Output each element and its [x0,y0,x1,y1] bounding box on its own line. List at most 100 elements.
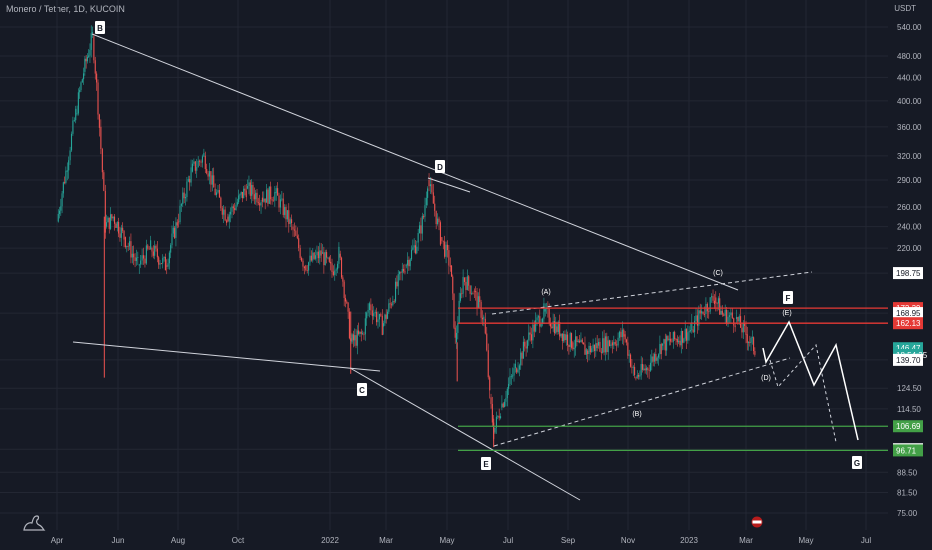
projected-path-dashed [769,343,837,443]
candle-body [553,321,555,334]
candle-body [734,325,736,328]
candle-body [377,319,379,323]
candle-body [540,324,542,327]
candle-body [376,311,378,323]
candle-body [505,398,507,402]
x-tick-label: Apr [51,536,64,545]
candle-body [676,339,678,343]
candle-body [171,233,173,246]
candle-body [106,222,108,227]
candle-body [695,315,697,321]
tradingview-logo-icon [23,515,46,531]
candle-body [240,191,242,195]
candle-body [458,300,460,324]
candle-body [183,192,185,199]
candle-body [85,58,87,62]
candle-body [319,250,321,259]
candle-body [94,60,96,74]
candle-body [653,353,656,362]
candle-body [385,314,387,319]
candle-body [600,351,602,353]
candle-body [368,303,371,311]
candle-body [378,314,380,320]
candle-body [502,403,504,407]
candle-body [425,197,427,206]
candle-body [512,375,514,377]
candle-body [672,331,674,342]
candle-body [134,257,136,261]
y-tick-label: 124.50 [897,384,922,393]
candle-body [720,310,722,315]
candle-body [640,364,642,376]
candle-body [575,336,577,348]
candle-body [152,251,154,256]
candle-body [413,245,415,248]
candle-body [604,336,606,353]
candle-body [498,415,500,419]
candle-body [691,322,693,331]
candle-body [120,227,122,238]
candle-body [392,301,394,306]
candle-body [645,367,647,371]
candle-body [724,309,726,316]
candle-body [277,188,279,196]
candle-body [211,175,213,185]
candle-body [126,245,128,248]
candle-body [232,206,234,209]
candle-body [551,326,553,329]
candle-body [81,79,83,83]
candle-body [439,222,441,245]
candle-body [370,304,372,311]
candle-body [477,296,479,308]
candle-body [466,276,468,290]
event-flag-icon[interactable] [748,516,766,528]
candle-body [220,197,222,209]
candle-body [61,193,63,207]
candle-body [128,241,131,247]
candle-body [296,235,298,239]
candle-body [572,342,574,350]
candle-body [530,334,533,341]
candle-body [224,209,226,221]
y-tick-label: 75.00 [897,509,918,518]
candle-body [310,255,312,261]
candle-body [631,366,633,368]
candle-body [397,274,399,287]
candle-body [62,182,64,194]
wave-label-c: C [359,386,365,395]
candle-body [463,277,466,282]
candle-body [539,316,541,327]
candle-body [469,285,471,294]
candle-body [504,401,506,407]
lower-channel-line [493,357,791,447]
candle-body [636,375,638,378]
candle-body [298,238,300,248]
candle-body [247,186,249,189]
candle-body [204,155,206,170]
candle-body [364,318,366,335]
candle-body [583,342,585,345]
x-tick-label: May [439,536,454,545]
candle-body [535,320,537,332]
candle-body [159,263,161,265]
candle-body [552,321,554,329]
candle-body [726,309,728,325]
candle-body [727,316,729,325]
candle-body [359,331,361,334]
candle-body [699,310,701,314]
candle-body [536,317,538,321]
candle-body [151,248,153,252]
candle-body [491,403,493,423]
candle-body [533,324,535,332]
candle-body [446,244,449,251]
candle-body [77,92,79,114]
candle-body [206,169,208,174]
candle-body [328,257,330,262]
candle-body [679,340,681,346]
candle-body [420,225,422,234]
price-axis-unit: USDT [894,4,916,13]
candle-body [414,245,417,254]
candle-body [663,339,665,344]
candle-body [133,253,135,258]
